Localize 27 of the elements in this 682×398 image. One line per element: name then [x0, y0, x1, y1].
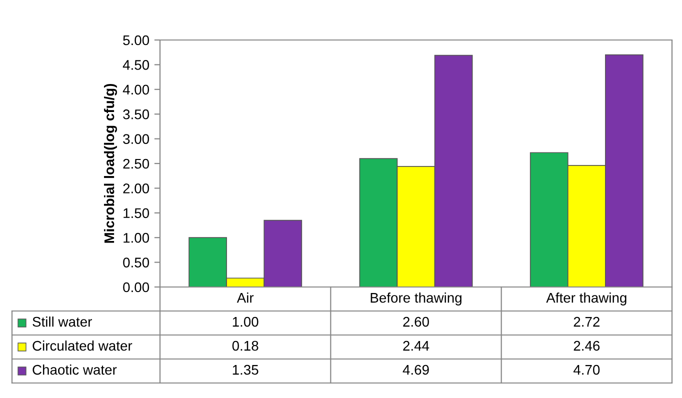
legend-label: Circulated water [32, 340, 132, 351]
y-tick-label: 5.00 [123, 35, 150, 46]
y-tick-label: 4.50 [122, 60, 150, 70]
data-label: 2.44 [403, 340, 430, 351]
y-tick-label: 1.50 [124, 208, 150, 218]
data-label: 1.00 [232, 316, 258, 327]
y-tick-label: 4.00 [122, 84, 150, 95]
data-label: 1.35 [232, 364, 258, 375]
y-axis-title: Microbial load(log cfu/g) [104, 84, 117, 243]
x-tick-label: Air [236, 292, 254, 303]
y-tick-label: 2.50 [123, 158, 150, 169]
y-tick-label: 1.00 [124, 232, 150, 243]
y-tick-label: 0.50 [123, 258, 150, 268]
legend-label: Chaotic water [32, 364, 117, 375]
data-label: 4.70 [573, 364, 600, 375]
y-tick-label: 0.00 [123, 282, 150, 292]
data-label: 2.60 [403, 316, 429, 327]
x-tick-label: Before thawing [370, 292, 462, 306]
data-label: 2.72 [574, 316, 600, 327]
x-tick-label: After thawing [546, 292, 626, 306]
data-label: 2.46 [574, 340, 600, 351]
data-label: 4.69 [402, 364, 429, 375]
legend-label: Still water [32, 316, 92, 327]
data-label: 0.18 [232, 340, 258, 351]
y-tick-label: 3.00 [123, 134, 150, 144]
y-tick-label: 3.50 [123, 109, 150, 120]
y-tick-label: 2.00 [123, 184, 150, 194]
